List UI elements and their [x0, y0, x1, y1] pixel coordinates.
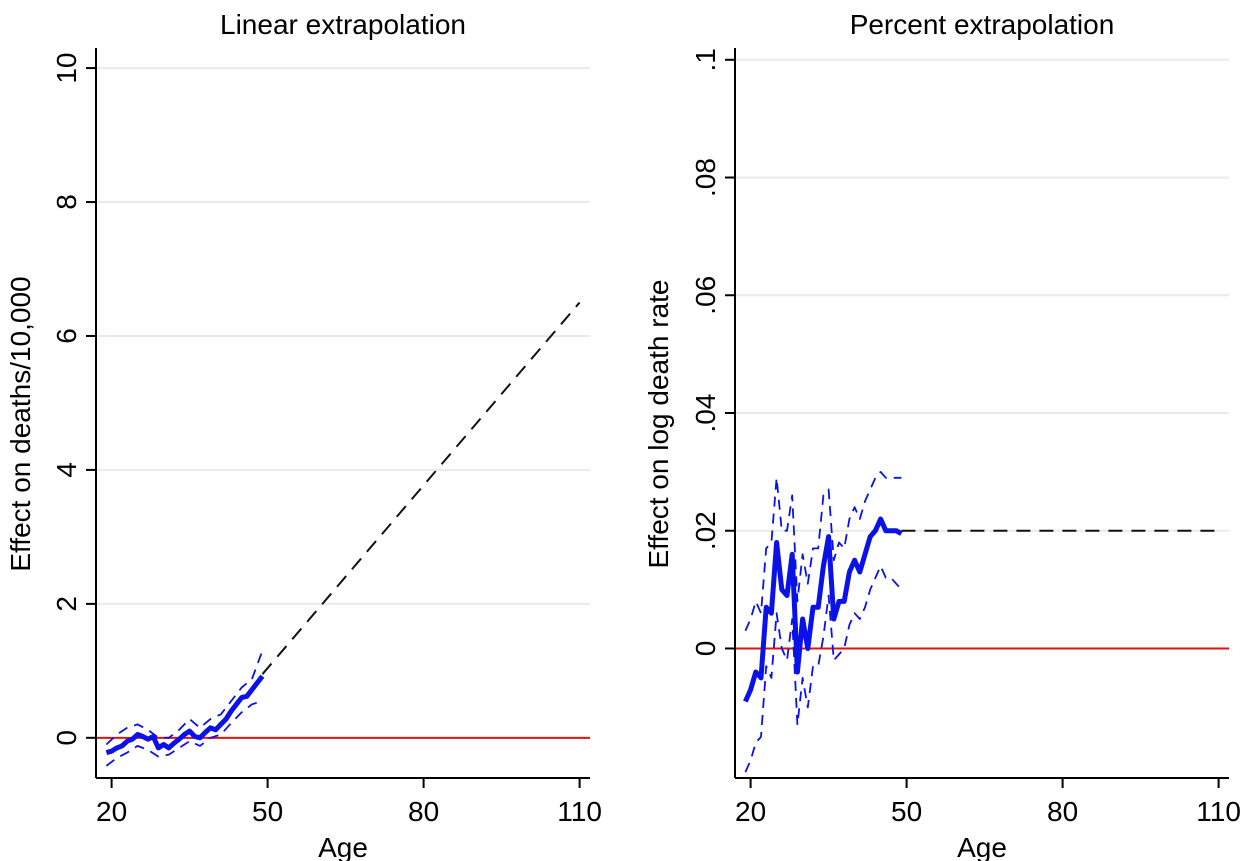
series-lines: [743, 470, 1219, 773]
x-axis-ticks: 20 50 80 110: [735, 778, 1241, 827]
y-tick-label: .08: [690, 158, 721, 197]
x-tick-label: 20: [735, 796, 766, 827]
y-tick-label: 2: [51, 596, 82, 612]
ci-upper-line: [105, 650, 264, 746]
estimate-line: [743, 516, 903, 703]
x-tick-label: 110: [557, 796, 602, 827]
gridlines: [735, 58, 1229, 532]
x-axis-ticks: 20 50 80 110: [96, 778, 602, 827]
ci-lower-line: [744, 565, 903, 773]
chart-title: Percent extrapolation: [850, 9, 1115, 40]
extrapolation-line: [261, 301, 581, 675]
y-tick-label: 10: [51, 53, 82, 84]
estimate-line: [105, 674, 265, 756]
y-tick-label: 6: [51, 328, 82, 344]
y-axis-label: Effect on log death rate: [643, 279, 674, 568]
x-tick-label: 80: [408, 796, 439, 827]
gridlines: [96, 67, 590, 605]
chart-percent-extrapolation: Percent extrapolation Effect on log deat…: [643, 9, 1241, 861]
chart-linear-extrapolation: Linear extrapolation Effect on deaths/10…: [5, 9, 602, 861]
y-axis-ticks: 0 .02 .04 .06 .08 .1: [690, 48, 735, 656]
y-tick-label: .1: [690, 48, 721, 71]
x-tick-label: 20: [96, 796, 127, 827]
y-axis-label: Effect on deaths/10,000: [5, 276, 36, 571]
ci-lower-line: [105, 700, 263, 767]
y-axis-ticks: 0 2 4 6 8 10: [51, 53, 96, 746]
y-tick-label: 0: [690, 641, 721, 657]
x-axis-label: Age: [957, 832, 1007, 861]
axes: [95, 48, 590, 779]
y-tick-label: 8: [51, 194, 82, 210]
y-tick-label: .06: [690, 276, 721, 315]
y-tick-label: 4: [51, 462, 82, 478]
x-tick-label: 50: [891, 796, 922, 827]
x-tick-label: 80: [1047, 796, 1078, 827]
y-tick-label: 0: [51, 730, 82, 746]
y-tick-label: .02: [690, 511, 721, 550]
x-tick-label: 50: [252, 796, 283, 827]
y-tick-label: .04: [690, 394, 721, 433]
chart-title: Linear extrapolation: [220, 9, 466, 40]
x-tick-label: 110: [1196, 796, 1241, 827]
ci-upper-line: [744, 470, 902, 632]
x-axis-label: Age: [318, 832, 368, 861]
series-lines: [105, 301, 581, 767]
